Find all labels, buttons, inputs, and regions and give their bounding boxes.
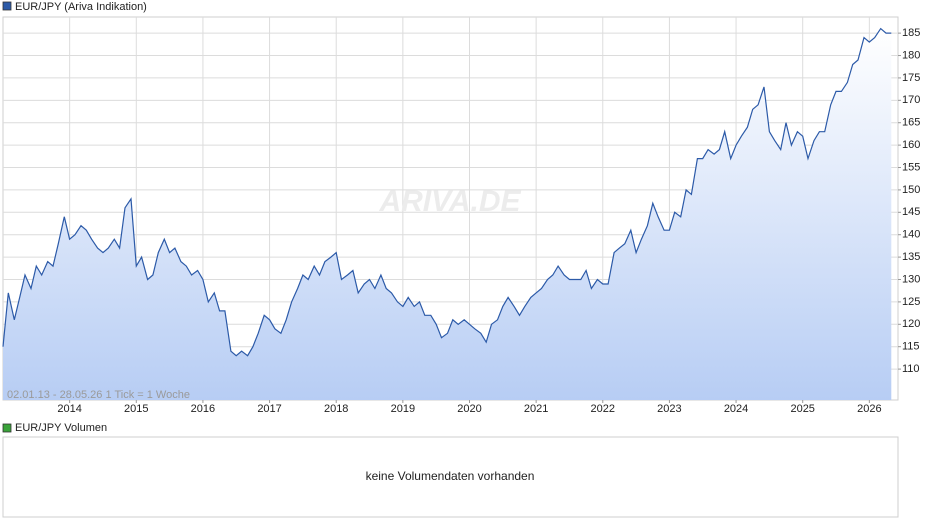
range-annotation: 02.01.13 - 28.05.26 1 Tick = 1 Woche bbox=[7, 389, 190, 401]
volume-legend-swatch bbox=[2, 423, 12, 433]
y-tick-label: 185 bbox=[902, 27, 920, 39]
y-tick-label: 110 bbox=[902, 363, 920, 375]
y-tick-label: 125 bbox=[902, 296, 920, 308]
y-tick-label: 115 bbox=[902, 341, 920, 353]
y-tick-label: 155 bbox=[902, 161, 920, 173]
y-tick-label: 175 bbox=[902, 72, 920, 84]
y-tick-label: 180 bbox=[902, 49, 920, 61]
x-tick-label: 2016 bbox=[191, 403, 215, 415]
legend-swatch bbox=[2, 1, 12, 11]
legend-label: EUR/JPY (Ariva Indikation) bbox=[15, 1, 147, 13]
x-tick-label: 2014 bbox=[57, 403, 81, 415]
y-tick-label: 120 bbox=[902, 318, 920, 330]
y-tick-label: 150 bbox=[902, 184, 920, 196]
x-tick-label: 2018 bbox=[324, 403, 348, 415]
y-tick-label: 165 bbox=[902, 117, 920, 129]
marks bbox=[2, 27, 892, 400]
x-tick-label: 2019 bbox=[391, 403, 415, 415]
x-tick-label: 2021 bbox=[524, 403, 548, 415]
y-tick-label: 160 bbox=[902, 139, 920, 151]
x-tick-label: 2026 bbox=[857, 403, 881, 415]
y-tick-label: 130 bbox=[902, 273, 920, 285]
y-tick-label: 145 bbox=[902, 206, 920, 218]
y-tick-label: 170 bbox=[902, 94, 920, 106]
x-tick-label: 2020 bbox=[457, 403, 481, 415]
volume-panel bbox=[2, 436, 899, 518]
area bbox=[3, 28, 892, 400]
price-line bbox=[2, 27, 892, 357]
x-tick-label: 2022 bbox=[591, 403, 615, 415]
y-tick-label: 135 bbox=[902, 251, 920, 263]
watermark: ARIVA.DE bbox=[378, 185, 521, 218]
y-tick-label: 140 bbox=[902, 229, 920, 241]
x-tick-label: 2017 bbox=[257, 403, 281, 415]
x-tick-label: 2015 bbox=[124, 403, 148, 415]
x-tick-label: 2025 bbox=[790, 403, 814, 415]
x-tick-label: 2023 bbox=[657, 403, 681, 415]
volume-legend-label: EUR/JPY Volumen bbox=[15, 422, 107, 434]
volume-message: keine Volumendaten vorhanden bbox=[366, 469, 535, 483]
x-tick-label: 2024 bbox=[724, 403, 748, 415]
